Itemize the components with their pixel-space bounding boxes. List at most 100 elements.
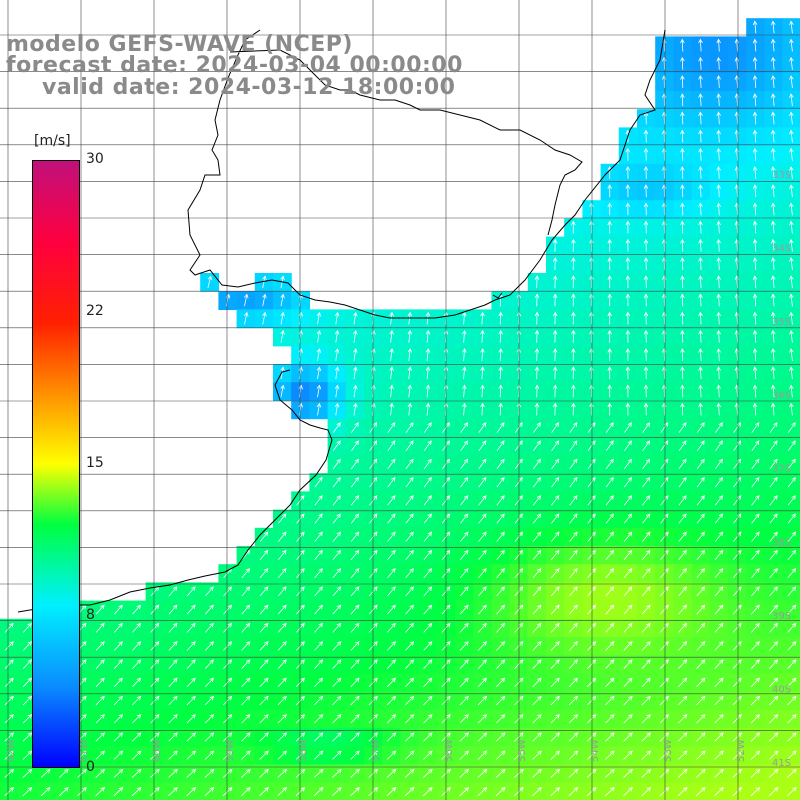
wind-arrow xyxy=(168,659,178,669)
wind-arrow xyxy=(22,695,33,706)
wind-cell xyxy=(254,709,274,729)
wind-arrow xyxy=(459,659,469,669)
wind-arrow xyxy=(787,440,796,452)
wind-arrow xyxy=(589,257,594,270)
wind-cell xyxy=(728,527,747,547)
wind-arrow xyxy=(589,293,594,307)
wind-arrow xyxy=(387,586,396,597)
wind-cell xyxy=(127,673,147,693)
wind-arrow xyxy=(405,549,414,560)
wind-arrow xyxy=(769,440,778,452)
wind-arrow xyxy=(534,275,540,289)
wind-arrow xyxy=(678,622,688,633)
wind-arrow xyxy=(696,732,706,742)
wind-arrow xyxy=(714,604,724,615)
wind-arrow xyxy=(661,348,667,361)
wind-arrow xyxy=(789,38,794,52)
wind-arrow xyxy=(313,732,324,742)
wind-arrow xyxy=(496,714,506,724)
wind-cell xyxy=(400,473,420,492)
wind-arrow xyxy=(332,750,342,760)
wind-cell xyxy=(655,691,674,711)
wind-arrow xyxy=(678,659,688,669)
wind-arrow xyxy=(607,329,612,343)
wind-arrow xyxy=(641,659,651,669)
wind-arrow xyxy=(696,750,706,760)
wind-arrow xyxy=(752,220,758,234)
wind-arrow xyxy=(661,56,667,70)
wind-cell xyxy=(618,527,638,547)
wind-arrow xyxy=(607,257,612,270)
wind-cell xyxy=(455,436,474,456)
wind-arrow xyxy=(387,422,396,433)
wind-arrow xyxy=(660,622,669,633)
wind-cell xyxy=(491,509,511,529)
wind-cell xyxy=(400,600,420,620)
wind-arrow xyxy=(350,495,360,506)
wind-arrow xyxy=(462,366,467,380)
wind-arrow xyxy=(259,586,269,597)
wind-cell xyxy=(127,764,147,784)
wind-cell xyxy=(109,673,128,693)
wind-arrow xyxy=(623,714,633,724)
wind-arrow xyxy=(698,220,703,234)
wind-cell xyxy=(746,637,765,656)
wind-arrow xyxy=(423,513,432,524)
wind-arrow xyxy=(571,348,576,361)
wind-cell xyxy=(200,673,219,693)
wind-arrow xyxy=(314,677,324,688)
wind-cell xyxy=(400,691,420,711)
wind-arrow xyxy=(698,384,703,398)
wind-arrow xyxy=(768,750,779,760)
wind-cell xyxy=(455,527,474,547)
wind-arrow xyxy=(480,329,485,343)
wind-cell xyxy=(218,637,238,656)
wind-arrow xyxy=(680,75,685,88)
wind-arrow xyxy=(607,366,612,380)
wind-cell xyxy=(746,582,765,602)
wind-arrow xyxy=(680,348,685,361)
wind-cell xyxy=(109,728,128,747)
wind-arrow xyxy=(459,677,469,688)
wind-cell xyxy=(618,436,638,456)
wind-cell xyxy=(455,618,474,638)
wind-cell xyxy=(254,673,274,693)
wind-cell xyxy=(345,582,365,602)
wind-arrow xyxy=(587,659,597,669)
wind-arrow xyxy=(769,641,779,651)
wind-arrow xyxy=(696,604,706,615)
wind-cell xyxy=(254,746,274,765)
wind-arrow xyxy=(586,750,597,760)
wind-arrow xyxy=(732,768,743,778)
wind-cell xyxy=(364,709,383,729)
wind-cell xyxy=(364,436,383,456)
wind-cell xyxy=(637,418,656,438)
wind-arrow xyxy=(641,568,651,579)
wind-arrow xyxy=(204,641,214,651)
wind-cell xyxy=(782,309,800,329)
wind-arrow xyxy=(478,476,487,488)
wind-cell xyxy=(782,163,800,183)
wind-cell xyxy=(618,582,638,602)
wind-cell xyxy=(91,637,110,656)
wind-cell xyxy=(764,582,784,602)
wind-arrow xyxy=(589,384,594,398)
wind-cell xyxy=(473,728,492,747)
wind-arrow xyxy=(534,293,540,307)
wind-arrow xyxy=(204,659,214,669)
wind-cell xyxy=(491,600,511,620)
wind-cell xyxy=(218,728,238,747)
wind-cell xyxy=(345,436,365,456)
wind-cell xyxy=(254,618,274,638)
wind-arrow xyxy=(571,238,576,252)
wind-cell xyxy=(782,327,800,347)
wind-cell xyxy=(309,473,329,492)
wind-arrow xyxy=(714,677,724,688)
wind-arrow xyxy=(623,677,633,688)
wind-arrow xyxy=(732,695,742,706)
wind-cell xyxy=(345,691,365,711)
wind-arrow xyxy=(132,677,142,688)
wind-cell xyxy=(382,618,401,638)
wind-arrow xyxy=(496,677,506,688)
wind-cell xyxy=(527,728,547,747)
